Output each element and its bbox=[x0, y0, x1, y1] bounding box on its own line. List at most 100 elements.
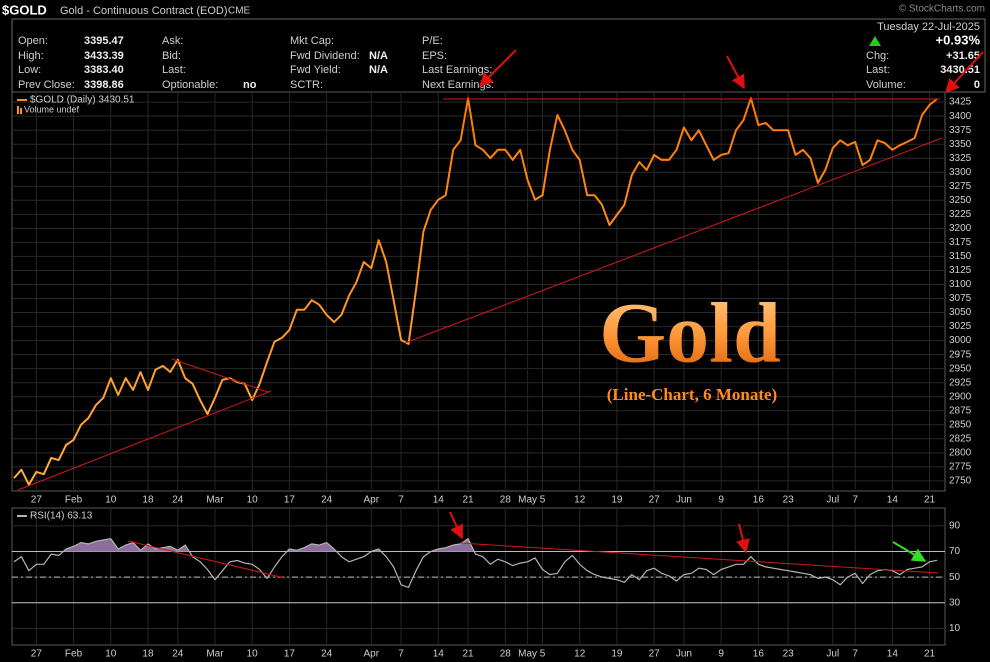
y-tick-label: 10 bbox=[949, 623, 961, 634]
y-tick-label: 2975 bbox=[949, 349, 972, 360]
y-tick-label: 2950 bbox=[949, 363, 972, 374]
info-label: Low: bbox=[18, 64, 41, 76]
info-value: +31.65 bbox=[946, 50, 980, 62]
info-label: Fwd Dividend: bbox=[290, 50, 360, 62]
early-support-line bbox=[17, 390, 272, 491]
x-tick-label: 27 bbox=[649, 649, 661, 660]
arrow bbox=[736, 523, 750, 554]
y-tick-label: 3250 bbox=[949, 195, 972, 206]
arrow bbox=[945, 51, 984, 94]
x-tick-label: 21 bbox=[462, 649, 474, 660]
instrument-name: Gold - Continuous Contract (EOD) bbox=[60, 5, 228, 17]
x-tick-label: Apr bbox=[364, 649, 380, 660]
y-tick-label: 3025 bbox=[949, 321, 972, 332]
arrow bbox=[479, 49, 517, 87]
x-tick-label: Jul bbox=[826, 495, 839, 506]
info-panel bbox=[11, 18, 986, 93]
info-value: 3430.51 bbox=[940, 64, 980, 76]
x-tick-label: 9 bbox=[718, 495, 724, 506]
legend-label: RSI(14) 63.13 bbox=[30, 511, 93, 522]
y-tick-label: 3300 bbox=[949, 167, 972, 178]
x-tick-label: 23 bbox=[783, 495, 795, 506]
legend-label: Volume undef bbox=[24, 104, 80, 114]
info-value: 0 bbox=[974, 79, 980, 91]
series-line bbox=[13, 97, 938, 486]
x-tick-label: 10 bbox=[247, 649, 259, 660]
y-tick-label: 3175 bbox=[949, 237, 972, 248]
info-group: Open: 3395.47 High: 3433.39 Low: 3383.40 Prev … bbox=[18, 21, 980, 91]
y-tick-label: 3425 bbox=[949, 97, 972, 108]
x-tick-label: 14 bbox=[887, 495, 899, 506]
x-tick-label: 24 bbox=[321, 495, 333, 506]
y-tick-label: 3375 bbox=[949, 125, 972, 136]
x-tick-label: 21 bbox=[924, 649, 936, 660]
legend-label: $GOLD (Daily) 3430.51 bbox=[30, 95, 135, 106]
x-tick-label: Jun bbox=[676, 649, 692, 660]
y-tick-label: 30 bbox=[949, 597, 961, 608]
x-tick-label: 12 bbox=[574, 649, 586, 660]
x-tick-label: 28 bbox=[500, 649, 512, 660]
info-label: Mkt Cap: bbox=[290, 35, 334, 47]
symbol: $GOLD bbox=[2, 2, 47, 17]
y-tick-label: 2925 bbox=[949, 377, 972, 388]
y-tick-label: 3200 bbox=[949, 223, 972, 234]
x-tick-label: May bbox=[518, 495, 537, 506]
x-tick-label: 17 bbox=[284, 649, 296, 660]
info-label: Last: bbox=[866, 64, 890, 76]
x-tick-label: 23 bbox=[783, 649, 795, 660]
info-value: N/A bbox=[369, 64, 388, 76]
x-tick-label: 19 bbox=[611, 495, 623, 506]
y-tick-label: 3225 bbox=[949, 209, 972, 220]
x-tick-label: 16 bbox=[753, 495, 765, 506]
x-tick-label: 9 bbox=[718, 649, 724, 660]
y-tick-label: 3275 bbox=[949, 181, 972, 192]
info-label: Fwd Yield: bbox=[290, 64, 341, 76]
exchange: CME bbox=[228, 6, 251, 17]
y-tick-label: 2800 bbox=[949, 447, 972, 458]
up-arrow bbox=[869, 36, 881, 46]
y-tick-label: 3400 bbox=[949, 111, 972, 122]
annotation-title: Gold bbox=[599, 285, 781, 381]
x-tick-label: 10 bbox=[105, 649, 117, 660]
x-tick-label: 10 bbox=[105, 495, 117, 506]
x-tick-label: 17 bbox=[284, 495, 296, 506]
x-tick-label: 7 bbox=[398, 495, 404, 506]
y-tick-label: 3350 bbox=[949, 139, 972, 150]
info-label: Last: bbox=[162, 64, 186, 76]
arrow bbox=[726, 55, 745, 90]
info-label: EPS: bbox=[422, 50, 447, 62]
y-tick-label: 3150 bbox=[949, 251, 972, 262]
y-tick-label: 3075 bbox=[949, 293, 972, 304]
x-tick-label: Feb bbox=[65, 495, 83, 506]
x-tick-label: 19 bbox=[611, 649, 623, 660]
info-label: P/E: bbox=[422, 35, 443, 47]
y-tick-label: 3000 bbox=[949, 335, 972, 346]
x-tick-label: 18 bbox=[142, 495, 154, 506]
x-tick-label: 14 bbox=[433, 649, 445, 660]
plot-group: 27 Feb 10 18 24 Mar 10 17 24 Apr 7 14 21 28 May 5 12 19 27… bbox=[11, 91, 972, 660]
trendlines bbox=[17, 98, 943, 579]
x-tick-label: 14 bbox=[887, 649, 899, 660]
info-label: Bid: bbox=[162, 50, 181, 62]
info-label: Last Earnings: bbox=[422, 64, 492, 76]
y-tick-label: 2775 bbox=[949, 462, 972, 473]
x-tick-label: Apr bbox=[364, 495, 380, 506]
y-tick-label: 70 bbox=[949, 546, 961, 557]
x-tick-label: 14 bbox=[433, 495, 445, 506]
y-tick-label: 3325 bbox=[949, 153, 972, 164]
x-tick-label: 18 bbox=[142, 649, 154, 660]
x-tick-label: 12 bbox=[574, 495, 586, 506]
plot-frame bbox=[11, 507, 946, 646]
arrow bbox=[449, 511, 464, 540]
y-tick-label: 2825 bbox=[949, 433, 972, 444]
x-tick-label: 10 bbox=[247, 495, 259, 506]
info-label: SCTR: bbox=[290, 79, 323, 91]
info-change-pct: +0.93% bbox=[936, 32, 981, 47]
info-label: Next Earnings: bbox=[422, 79, 494, 91]
y-tick-label: 2875 bbox=[949, 405, 972, 416]
x-tick-label: 21 bbox=[924, 495, 936, 506]
info-label: Prev Close: bbox=[18, 79, 75, 91]
x-tick-label: 7 bbox=[398, 649, 404, 660]
y-tick-label: 2750 bbox=[949, 476, 972, 487]
